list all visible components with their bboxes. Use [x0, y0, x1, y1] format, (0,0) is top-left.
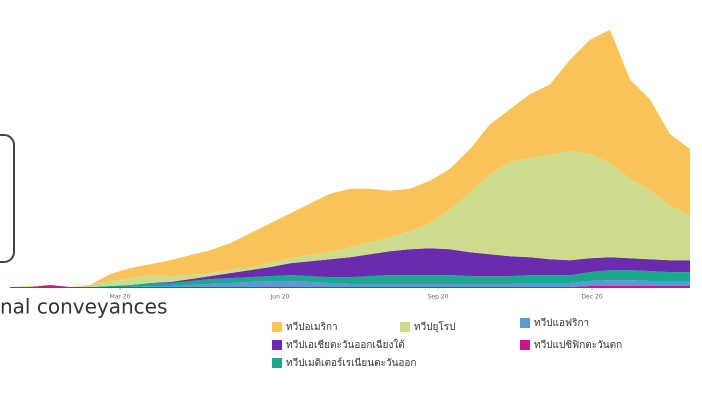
area: [10, 29, 690, 288]
legend-label: ทวีปเอเชียตะวันออกเฉียงใต้: [286, 339, 405, 351]
legend-label: ทวีปเมดิเตอร์เรเนียนตะวันออก: [286, 357, 416, 369]
legend-swatch: [520, 340, 530, 350]
legend-swatch: [272, 340, 282, 350]
legend-label: ทวีปแปซิฟิกตะวันตก: [534, 339, 622, 351]
area: [10, 280, 690, 287]
legend-label: ทวีปอเมริกา: [286, 321, 338, 333]
area: [10, 151, 690, 287]
x-tick-label: Dec 20: [581, 294, 602, 301]
legend-label: ทวีปแอฟริกา: [534, 317, 589, 329]
legend-swatch: [400, 322, 410, 332]
legend-swatch: [272, 358, 282, 368]
frame: [0, 134, 15, 263]
side-text: nal conveyances: [0, 295, 167, 319]
legend-label: ทวีปยุโรป: [414, 320, 456, 333]
x-tick-label: Mar 20: [110, 294, 131, 301]
area: [10, 285, 690, 288]
legend-swatch: [272, 322, 282, 332]
x-tick-label: Jun 20: [270, 294, 290, 301]
legend-swatch: [520, 318, 530, 328]
x-tick-label: Sep 20: [428, 294, 449, 301]
area: [10, 248, 690, 287]
area: [10, 270, 690, 287]
